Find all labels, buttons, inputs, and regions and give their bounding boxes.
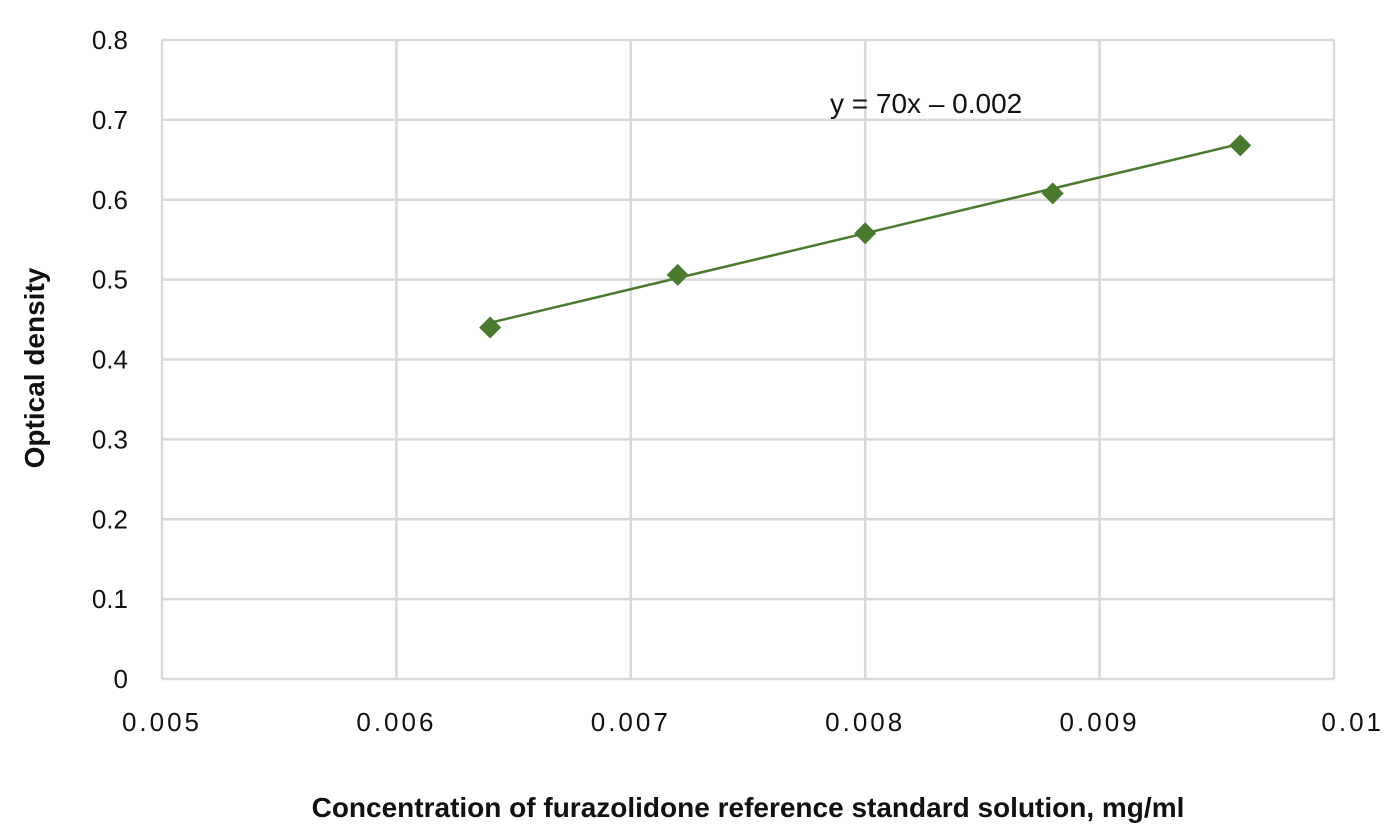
grid [160, 38, 1336, 681]
data-point-marker [666, 263, 689, 286]
x-tick-label: 0.006 [356, 707, 436, 737]
x-tick-label: 0.005 [122, 707, 202, 737]
y-tick-label: 0.4 [92, 345, 128, 375]
trendline-equation: y = 70x – 0.002 [830, 88, 1022, 119]
y-tick-labels: 0 0.1 0.2 0.3 0.4 0.5 0.6 0.7 0.8 [92, 25, 128, 694]
y-tick-label: 0.1 [92, 584, 128, 614]
y-tick-label: 0.7 [92, 105, 128, 135]
x-tick-label: 0.01 [1321, 707, 1384, 737]
x-tick-label: 0.008 [825, 707, 905, 737]
x-tick-label: 0.007 [591, 707, 671, 737]
y-tick-label: 0.5 [92, 265, 128, 295]
y-tick-label: 0.6 [92, 185, 128, 215]
y-axis-title: Optical density [19, 267, 50, 468]
y-tick-label: 0.8 [92, 25, 128, 55]
y-tick-label: 0.3 [92, 424, 128, 454]
x-tick-label: 0.009 [1060, 707, 1140, 737]
x-tick-labels: 0.005 0.006 0.007 0.008 0.009 0.01 [122, 707, 1384, 737]
x-axis-title: Concentration of furazolidone reference … [312, 792, 1185, 823]
y-tick-label: 0 [114, 664, 128, 694]
data-point-marker [1041, 182, 1064, 205]
data-point-marker [854, 222, 877, 245]
data-points [479, 134, 1252, 339]
y-tick-label: 0.2 [92, 504, 128, 534]
data-point-marker [1229, 134, 1252, 157]
data-point-marker [479, 316, 502, 339]
